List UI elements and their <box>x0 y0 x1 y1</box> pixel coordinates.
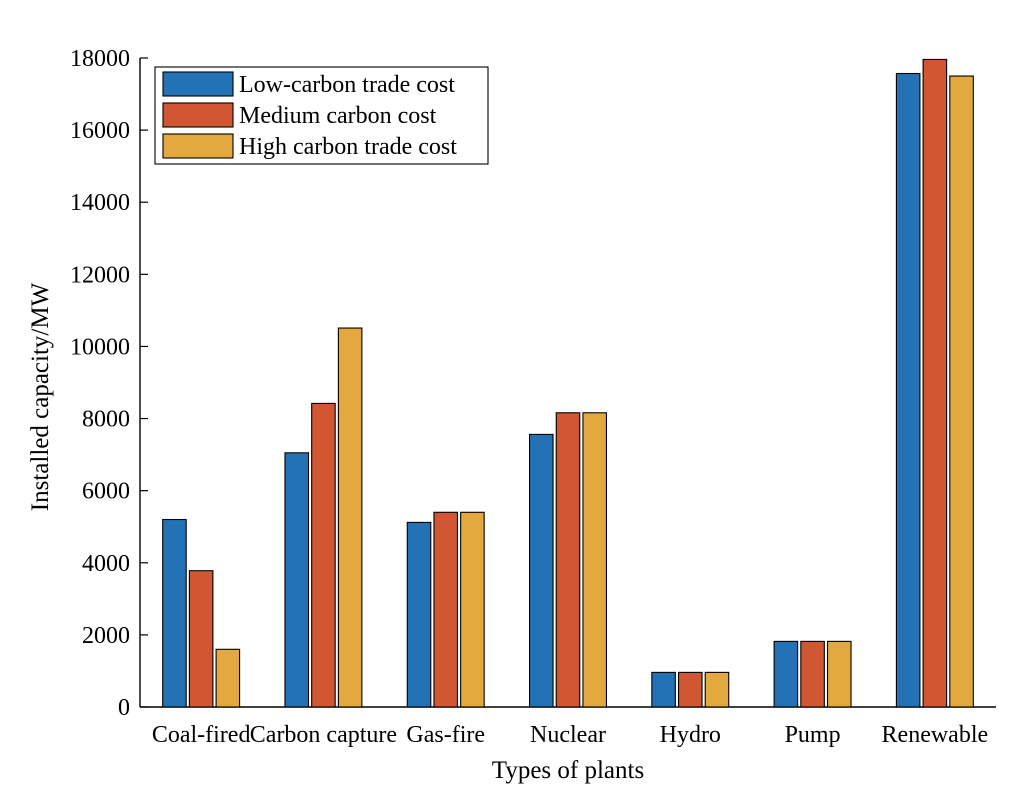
bar <box>433 511 459 708</box>
bar <box>188 570 214 708</box>
legend-swatch <box>162 133 234 159</box>
bar <box>895 72 921 708</box>
bar <box>677 671 703 708</box>
y-axis-ticks: 0 2000 4000 6000 8000 10000 12000 14000 16000 180… <box>70 46 148 721</box>
x-tick-label: Nuclear <box>530 722 606 748</box>
legend-swatch <box>162 102 234 128</box>
legend-swatch <box>162 71 234 97</box>
x-axis-title: Types of plants <box>492 757 644 784</box>
bar <box>215 648 241 708</box>
bar <box>704 671 730 708</box>
y-axis-title: Installed capacity/MW <box>27 282 54 511</box>
x-axis-tick-labels: Coal-fired Carbon capture Gas-fire Nuclear H… <box>152 722 988 748</box>
bar <box>582 412 608 708</box>
x-tick-label: Gas-fire <box>406 722 485 748</box>
y-tick-label: 0 <box>118 695 130 721</box>
x-tick-label: Hydro <box>660 722 721 748</box>
y-tick-label: 18000 <box>70 46 130 72</box>
legend: Low-carbon trade cost Medium carbon cost H… <box>154 66 489 165</box>
x-tick-label: Carbon capture <box>250 722 397 748</box>
y-tick-label: 6000 <box>82 479 130 505</box>
y-tick-label: 10000 <box>70 334 130 360</box>
y-tick-label: 2000 <box>82 623 130 649</box>
bar <box>651 671 676 708</box>
y-tick-label: 16000 <box>70 118 130 144</box>
bar <box>773 640 799 708</box>
bar <box>528 433 554 708</box>
legend-label: Medium carbon cost <box>239 103 437 129</box>
y-tick-label: 12000 <box>70 262 130 288</box>
x-tick-label: Coal-fired <box>152 722 251 748</box>
bar <box>460 511 485 708</box>
bar <box>162 518 187 708</box>
y-tick-label: 8000 <box>82 407 130 433</box>
bar <box>311 402 336 708</box>
x-tick-label: Pump <box>785 722 841 748</box>
bar <box>826 640 852 708</box>
legend-label: High carbon trade cost <box>239 134 457 160</box>
bar <box>337 327 363 708</box>
y-tick-label: 14000 <box>70 190 130 216</box>
bar-series-group <box>162 58 974 708</box>
x-tick-label: Renewable <box>882 722 989 748</box>
bar <box>922 58 948 708</box>
bar <box>284 452 310 708</box>
y-tick-label: 4000 <box>82 551 130 577</box>
legend-label: Low-carbon trade cost <box>239 72 455 98</box>
bar <box>555 412 581 708</box>
bar <box>800 640 825 708</box>
bar <box>406 521 432 708</box>
bar <box>949 75 974 708</box>
